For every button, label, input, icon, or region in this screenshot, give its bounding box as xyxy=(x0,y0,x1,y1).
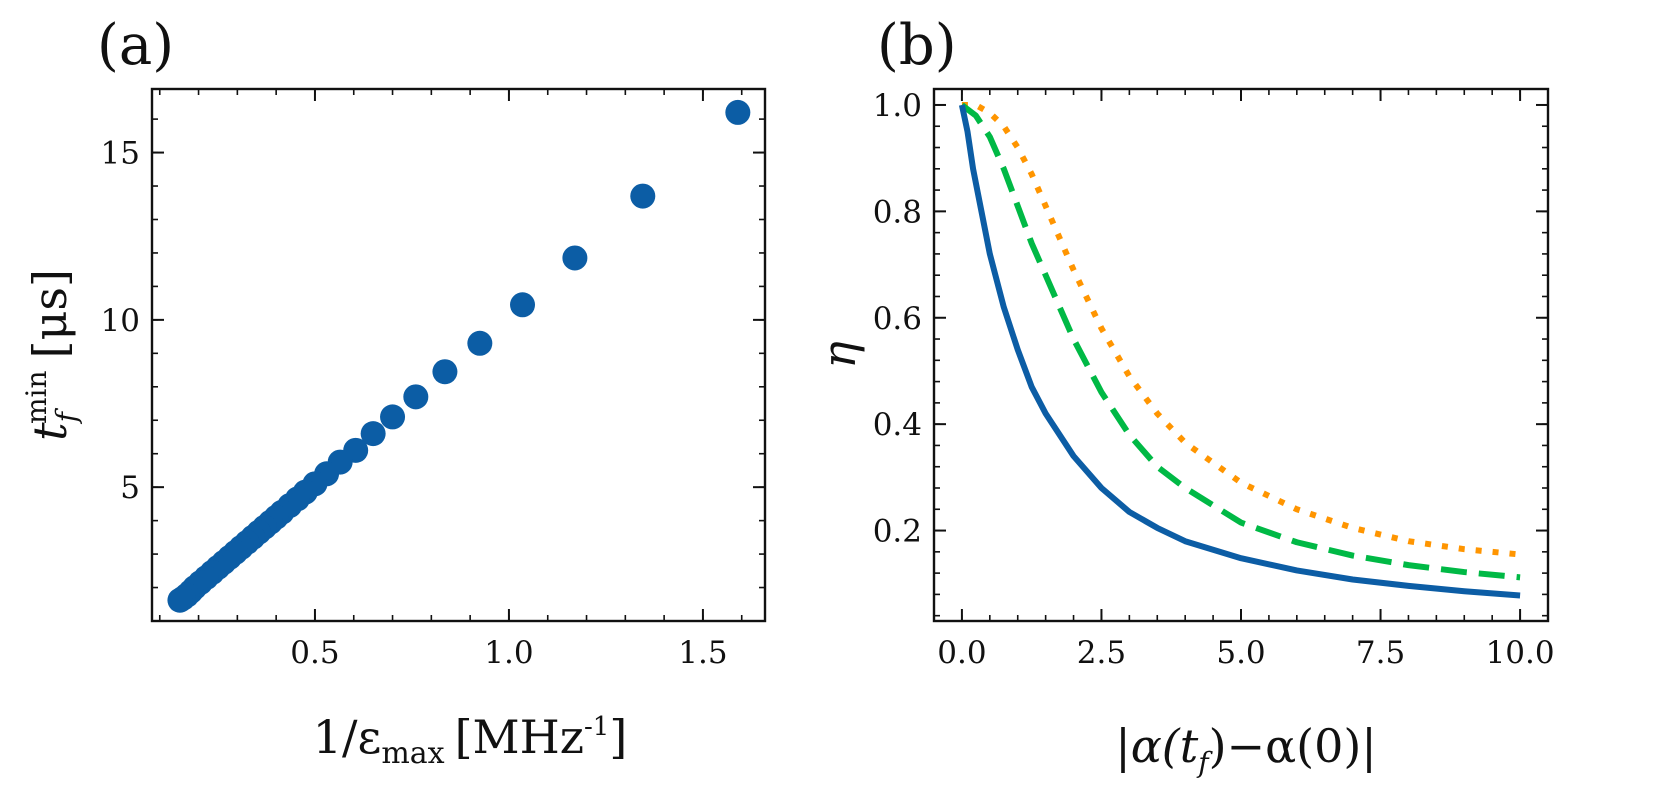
panel-a-x-tick-label: 1.5 xyxy=(678,635,727,671)
panel-a-data-point xyxy=(510,292,536,318)
panel-b: (b) 0.0 2.5 5.0 7.5 10.0 0.2 0.4 0.6 0.8 1.0 |α(t… xyxy=(812,13,1555,779)
panel-b-x-tick-label: 7.5 xyxy=(1356,635,1405,671)
panel-a-data-point xyxy=(725,99,751,125)
panel-b-x-tick-label: 5.0 xyxy=(1216,635,1265,671)
panel-b-series-dashed xyxy=(960,102,1521,581)
panel-a-data-point xyxy=(360,421,386,447)
panel-b-series-dotted xyxy=(961,101,1521,558)
panel-a-data-point xyxy=(432,359,458,385)
panel-b-frame xyxy=(932,87,1550,623)
panel-a-y-tick-label: 15 xyxy=(101,136,140,172)
panel-b-label: (b) xyxy=(877,13,957,78)
panel-a-data-point xyxy=(380,404,406,430)
panel-a-xlabel: 1/εmax [MHz-1] xyxy=(313,710,628,771)
panel-a-data-point xyxy=(403,384,429,410)
panel-b-y-tick-label: 0.4 xyxy=(873,407,922,443)
panel-a-label: (a) xyxy=(97,13,174,78)
panel-a-frame xyxy=(150,87,767,623)
panel-b-y-tick-label: 0.2 xyxy=(873,514,922,550)
panel-b-y-tick-label: 0.6 xyxy=(873,301,922,337)
panel-a-y-tick-label: 10 xyxy=(101,303,140,339)
panel-b-y-tick-label: 1.0 xyxy=(873,88,922,124)
panel-b-x-tick-label: 2.5 xyxy=(1077,635,1126,671)
panel-a-data-point xyxy=(562,245,588,271)
panel-a-points xyxy=(167,99,751,613)
panel-a-data-point xyxy=(630,183,656,209)
panel-a-data-point xyxy=(167,587,193,613)
panel-a-x-tick-label: 0.5 xyxy=(290,635,339,671)
panel-a-x-tick-label: 1.0 xyxy=(484,635,533,671)
panel-a: (a) 0.5 1.0 1.5 5 10 15 1/εmax [MHz-1] tfmin[μ… xyxy=(20,13,767,771)
panel-b-x-tick-label: 10.0 xyxy=(1486,635,1555,671)
panel-a-data-point xyxy=(467,330,493,356)
panel-b-series-solid xyxy=(958,104,1521,599)
panel-a-y-tick-label: 5 xyxy=(120,470,140,506)
panel-b-x-tick-label: 0.0 xyxy=(937,635,986,671)
panel-b-lines xyxy=(958,101,1521,599)
panel-b-ylabel: η xyxy=(812,341,866,369)
panel-b-xlabel: |α(tf)−α(0)| xyxy=(1115,719,1377,779)
panel-b-y-tick-label: 0.8 xyxy=(873,194,922,230)
panel-a-ylabel: tfmin[μs] xyxy=(20,269,83,441)
